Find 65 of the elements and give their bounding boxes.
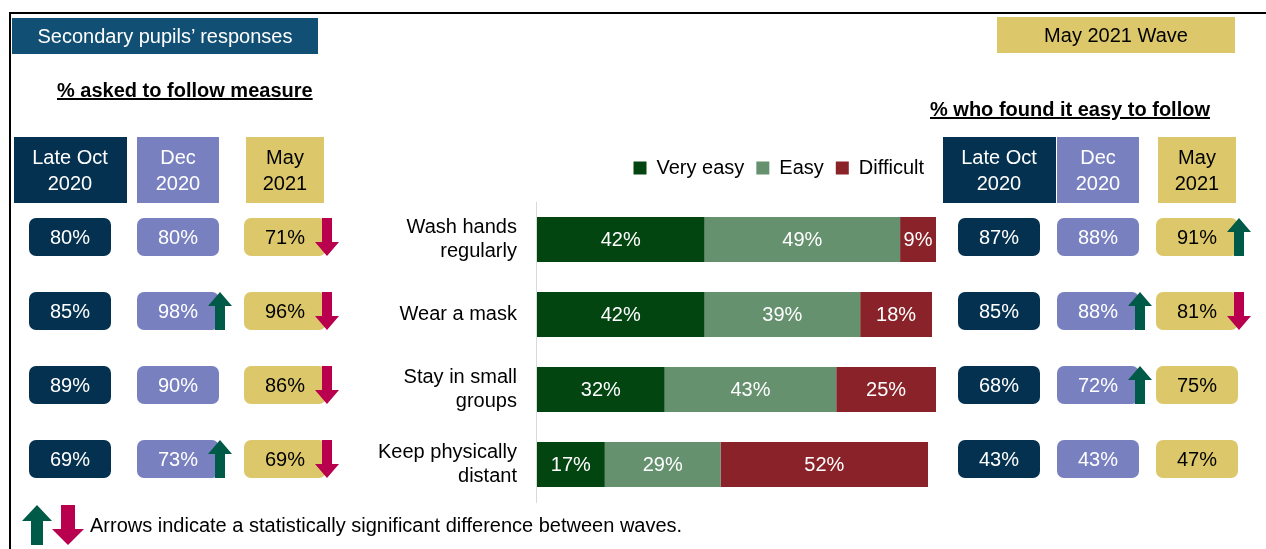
bar <box>720 442 929 487</box>
data-label: 69% <box>49 447 91 471</box>
data-label: 17% <box>550 453 592 476</box>
data-label: 42% <box>600 303 641 326</box>
data-label: 87% <box>978 225 1020 249</box>
data-label: 68% <box>978 373 1020 397</box>
bar <box>704 292 861 337</box>
data-label: 88% <box>1077 225 1119 249</box>
data-label: 81% <box>1176 299 1218 323</box>
chart-title: May 2021 Wave <box>997 17 1235 53</box>
x-tick-label: May 2021 <box>1173 145 1221 196</box>
x-tick-label: May 2021 <box>261 145 309 196</box>
chart-subtitle: % who found it easy to follow <box>930 98 1210 121</box>
data-label: 69% <box>264 447 306 471</box>
data-label: 71% <box>264 225 306 249</box>
data-label: 89% <box>49 373 91 397</box>
data-label: 80% <box>157 225 199 249</box>
x-tick-label: Dec 2020 <box>154 145 202 196</box>
bar <box>536 442 605 487</box>
y-tick-label: Stay in small groups <box>403 365 517 412</box>
legend-label: Difficult <box>858 155 925 178</box>
bar <box>536 217 705 262</box>
bar <box>536 292 705 337</box>
data-label: 90% <box>157 373 199 397</box>
data-label: 52% <box>804 453 845 476</box>
y-tick-label: Keep physically distant <box>378 440 518 487</box>
data-label: 85% <box>49 299 91 323</box>
data-label: 86% <box>264 373 306 397</box>
data-label: 18% <box>876 303 917 326</box>
data-label: 47% <box>1176 447 1218 471</box>
data-label: 42% <box>600 228 641 251</box>
bar <box>704 217 901 262</box>
data-label: 9% <box>903 228 933 251</box>
data-label: 88% <box>1077 299 1119 323</box>
chart-subtitle: % asked to follow measure <box>57 79 313 102</box>
data-label: 43% <box>1077 447 1119 471</box>
data-label: 43% <box>978 447 1020 471</box>
data-label: 75% <box>1176 373 1218 397</box>
data-label: 72% <box>1077 373 1119 397</box>
y-tick-label: Wear a mask <box>399 302 518 325</box>
text: Arrows indicate a statistically significant difference between waves. <box>90 513 683 537</box>
bar <box>860 292 933 337</box>
data-label: 91% <box>1176 225 1218 249</box>
x-tick-label: Late Oct 2020 <box>31 145 109 196</box>
bar <box>536 367 665 412</box>
bar <box>664 367 837 412</box>
bar <box>836 367 936 412</box>
legend-label: Easy <box>779 155 824 178</box>
bar <box>604 442 721 487</box>
data-label: 49% <box>782 228 823 251</box>
chart-title: Secondary pupils’ responses <box>12 18 318 54</box>
data-label: 73% <box>157 447 199 471</box>
data-label: 80% <box>49 225 91 249</box>
data-label: 25% <box>866 378 907 401</box>
data-label: 96% <box>264 299 306 323</box>
data-label: 32% <box>580 378 622 401</box>
legend-label: Very easy <box>656 155 745 178</box>
y-tick-label: Wash hands regularly <box>406 215 517 262</box>
x-tick-label: Late Oct 2020 <box>960 145 1038 196</box>
data-label: 85% <box>978 299 1020 323</box>
data-label: 43% <box>730 378 771 401</box>
data-label: 98% <box>157 299 199 323</box>
x-tick-label: Dec 2020 <box>1074 145 1122 196</box>
data-label: 39% <box>762 303 803 326</box>
data-label: 29% <box>642 453 683 476</box>
